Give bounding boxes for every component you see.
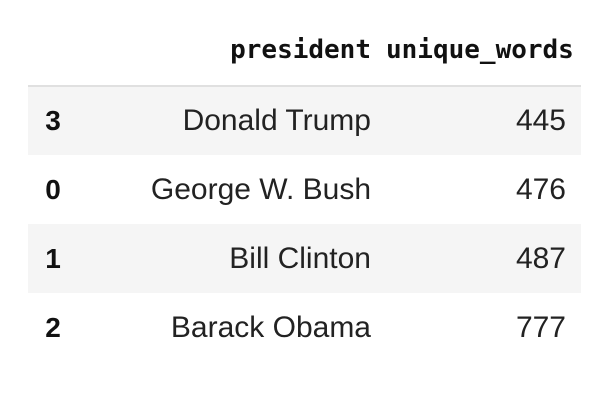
- header-row: president unique_words: [28, 15, 581, 87]
- column-header-unique-words: unique_words: [386, 15, 581, 87]
- cell-unique-words: 487: [515, 241, 566, 275]
- dataframe-output: president unique_words 3 Donald Trump 44…: [28, 15, 581, 362]
- table-row: 0 George W. Bush 476: [28, 155, 581, 224]
- table-row: 3 Donald Trump 445: [28, 86, 581, 155]
- column-header-president: president: [78, 15, 386, 87]
- cell-president: Bill Clinton: [229, 241, 371, 275]
- cell-unique-words: 445: [515, 104, 566, 137]
- cell-unique-words: 476: [515, 172, 566, 206]
- row-index: 2: [45, 311, 61, 343]
- cell-unique-words: 777: [515, 310, 566, 344]
- index-column-header: [28, 15, 78, 87]
- table-header: president unique_words: [28, 15, 581, 87]
- table-body: 3 Donald Trump 445 0 George W. Bush 476 …: [28, 86, 581, 362]
- cell-president: George W. Bush: [150, 172, 371, 206]
- cell-president: Barack Obama: [170, 310, 371, 344]
- row-index: 1: [45, 242, 61, 274]
- row-index: 0: [45, 173, 61, 205]
- table-row: 1 Bill Clinton 487: [28, 224, 581, 293]
- cell-president: Donald Trump: [182, 104, 371, 137]
- table-row: 2 Barack Obama 777: [28, 293, 581, 362]
- row-index: 3: [45, 105, 61, 136]
- dataframe-table: president unique_words 3 Donald Trump 44…: [28, 15, 581, 362]
